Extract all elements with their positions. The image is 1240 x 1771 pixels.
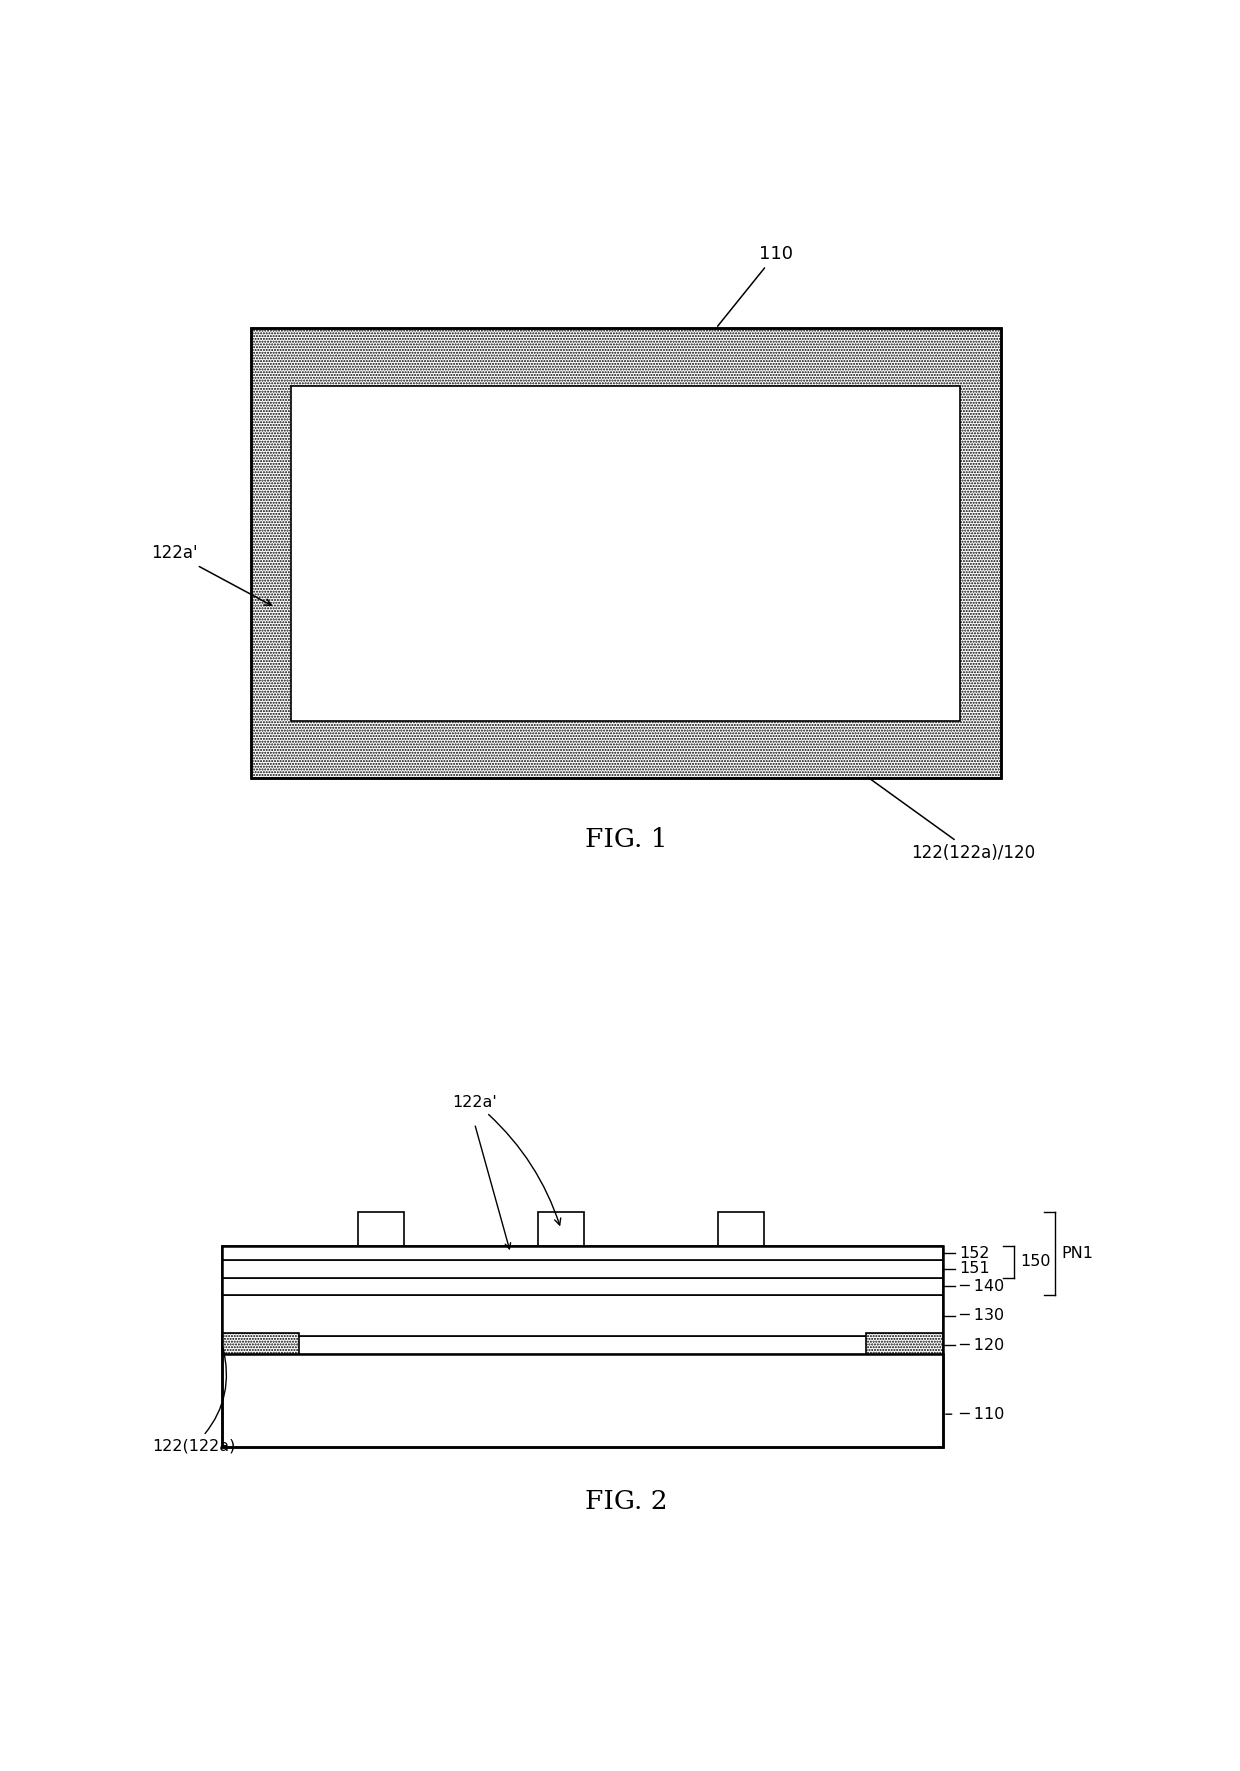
Text: ─ 120: ─ 120 [960, 1337, 1004, 1353]
Bar [250, 328, 1001, 779]
Text: 122a': 122a' [453, 1094, 560, 1226]
Text: 122(122a): 122(122a) [151, 1348, 236, 1454]
Bar [250, 328, 1001, 779]
Bar [222, 1247, 942, 1447]
Text: 151: 151 [960, 1261, 990, 1277]
Bar [867, 1334, 944, 1353]
Bar [222, 1247, 942, 1259]
Bar [222, 1295, 942, 1335]
Text: FIG. 1: FIG. 1 [584, 827, 667, 852]
Bar [222, 1353, 942, 1447]
Text: ─ 110: ─ 110 [960, 1406, 1004, 1422]
Bar [222, 1277, 942, 1295]
Bar [538, 1211, 584, 1247]
Bar [222, 1335, 942, 1353]
Text: 122(122a)/120: 122(122a)/120 [868, 777, 1035, 862]
Bar [222, 1259, 942, 1277]
Text: ─ 130: ─ 130 [960, 1309, 1004, 1323]
Text: 110: 110 [718, 244, 792, 326]
Text: FIG. 2: FIG. 2 [584, 1489, 667, 1514]
Bar [291, 386, 960, 721]
Bar [222, 1334, 299, 1353]
Bar [718, 1211, 764, 1247]
Bar [358, 1211, 404, 1247]
Text: 122a': 122a' [151, 544, 272, 606]
Text: ─ 140: ─ 140 [960, 1279, 1004, 1295]
Text: PN1: PN1 [1061, 1247, 1094, 1261]
Text: 152: 152 [960, 1245, 990, 1261]
Text: 150: 150 [1021, 1254, 1050, 1270]
